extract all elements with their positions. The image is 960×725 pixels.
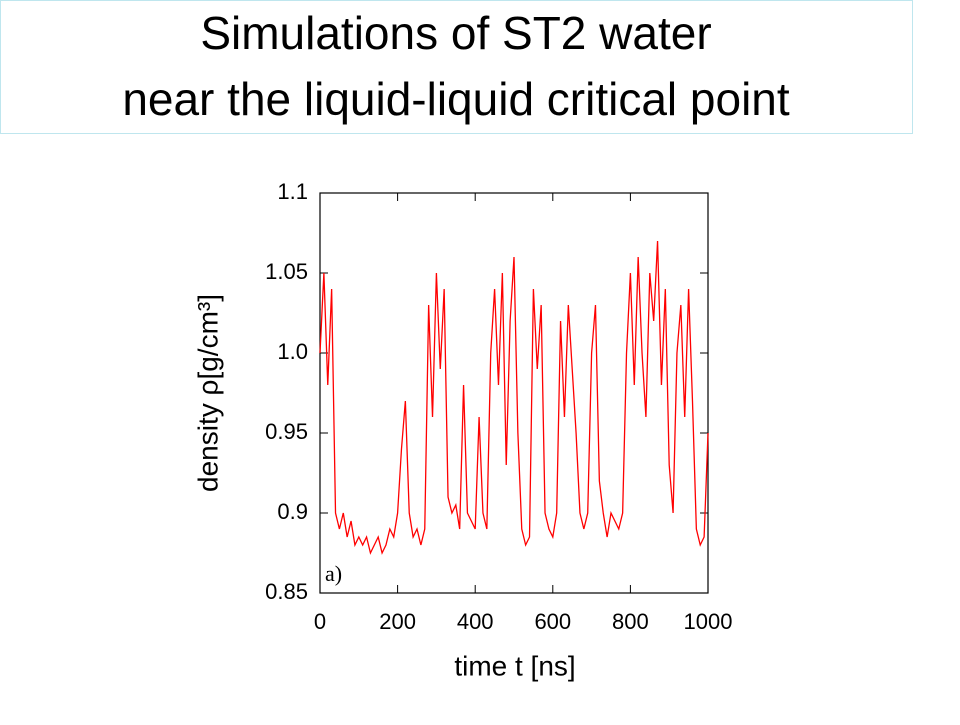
y-tick-label: 0.95	[265, 419, 308, 444]
y-tick-label: 0.9	[277, 499, 308, 524]
y-tick-label: 1.1	[277, 179, 308, 204]
y-tick-label: 1.05	[265, 259, 308, 284]
y-tick-label: 0.85	[265, 579, 308, 604]
x-tick-label: 800	[612, 609, 649, 634]
x-tick-label: 200	[379, 609, 416, 634]
annotation: a)	[325, 561, 342, 586]
title-box	[0, 0, 913, 134]
title-line: Simulations of ST2 water	[200, 7, 711, 59]
x-tick-label: 600	[534, 609, 571, 634]
plot-frame	[319, 192, 709, 594]
x-tick-label: 1000	[684, 609, 733, 634]
y-axis-label: density ρ[g/cm³]	[192, 294, 223, 492]
x-axis-label: time t [ns]	[454, 650, 575, 681]
density-line	[319, 240, 709, 555]
x-tick-label: 0	[314, 609, 326, 634]
y-tick-label: 1.0	[277, 339, 308, 364]
title-line: near the liquid-liquid critical point	[122, 73, 790, 125]
x-tick-label: 400	[457, 609, 494, 634]
